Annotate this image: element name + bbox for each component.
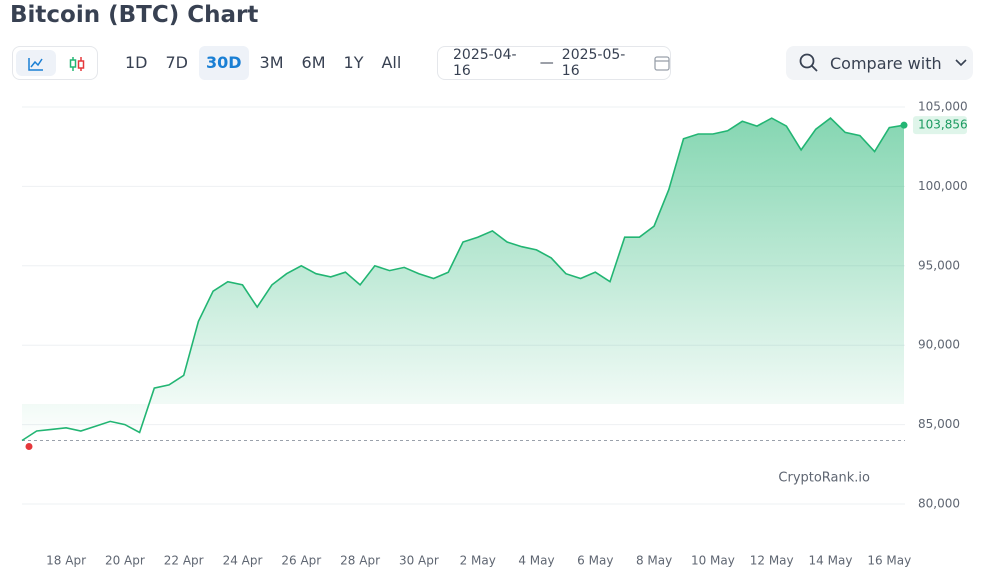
price-badge-label: 103,856 xyxy=(918,118,968,132)
x-tick-label: 26 Apr xyxy=(281,554,321,568)
range-button[interactable]: 7D xyxy=(165,53,189,72)
x-tick-label: 18 Apr xyxy=(46,554,86,568)
range-button[interactable]: 6M xyxy=(301,53,326,72)
date-from: 2025-04-16 xyxy=(453,47,517,79)
range-button[interactable]: 1D xyxy=(125,53,148,72)
search-icon xyxy=(799,53,818,72)
range-button[interactable]: 1Y xyxy=(343,53,364,72)
calendar-icon xyxy=(653,56,670,71)
x-tick-label: 10 May xyxy=(691,554,735,568)
x-tick-label: 28 Apr xyxy=(340,554,380,568)
start-dot xyxy=(25,442,33,450)
icons xyxy=(28,57,85,71)
range-button[interactable]: All xyxy=(381,53,402,72)
x-tick-label: 22 Apr xyxy=(164,554,204,568)
chevron xyxy=(955,59,967,67)
x-tick-label: 20 Apr xyxy=(105,554,145,568)
range-buttons: 1D 7D 30D 3M 6M 1Y All xyxy=(118,46,408,80)
date-to: 2025-05-16 xyxy=(561,47,626,79)
range-button[interactable]: 3M xyxy=(259,53,284,72)
y-tick-label: 90,000 xyxy=(918,338,960,352)
price-badge xyxy=(913,116,967,135)
x-tick-label: 8 May xyxy=(636,554,672,568)
x-tick-label: 12 May xyxy=(750,554,794,568)
x-tick-label: 16 May xyxy=(867,554,911,568)
y-tick-label: 100,000 xyxy=(918,179,968,193)
y-tick-label: 105,000 xyxy=(918,100,968,114)
date-range[interactable]: 2025-04-16 — 2025-05-16 xyxy=(437,46,671,80)
x-tick-label: 14 May xyxy=(809,554,853,568)
y-tick-label: 85,000 xyxy=(918,417,960,431)
range-button[interactable]: 30D xyxy=(199,46,249,80)
y-tick-label: 95,000 xyxy=(918,258,960,272)
x-tick-label: 4 May xyxy=(518,554,554,568)
area xyxy=(22,118,904,441)
chart-type-switch[interactable] xyxy=(12,46,98,80)
chart-title: Bitcoin (BTC) Chart xyxy=(10,2,259,28)
x-tick-label: 30 Apr xyxy=(399,554,439,568)
watermark: CryptoRank.io xyxy=(778,471,870,486)
compare-label: Compare with xyxy=(830,53,942,73)
end-dot xyxy=(900,121,908,129)
date-separator: — xyxy=(539,55,554,71)
price-line xyxy=(21,117,905,442)
y-tick-label: 80,000 xyxy=(918,497,960,511)
x-tick-label: 6 May xyxy=(577,554,613,568)
x-tick-label: 2 May xyxy=(460,554,496,568)
compare-button[interactable]: Compare with xyxy=(786,46,973,80)
x-tick-label: 24 Apr xyxy=(223,554,263,568)
